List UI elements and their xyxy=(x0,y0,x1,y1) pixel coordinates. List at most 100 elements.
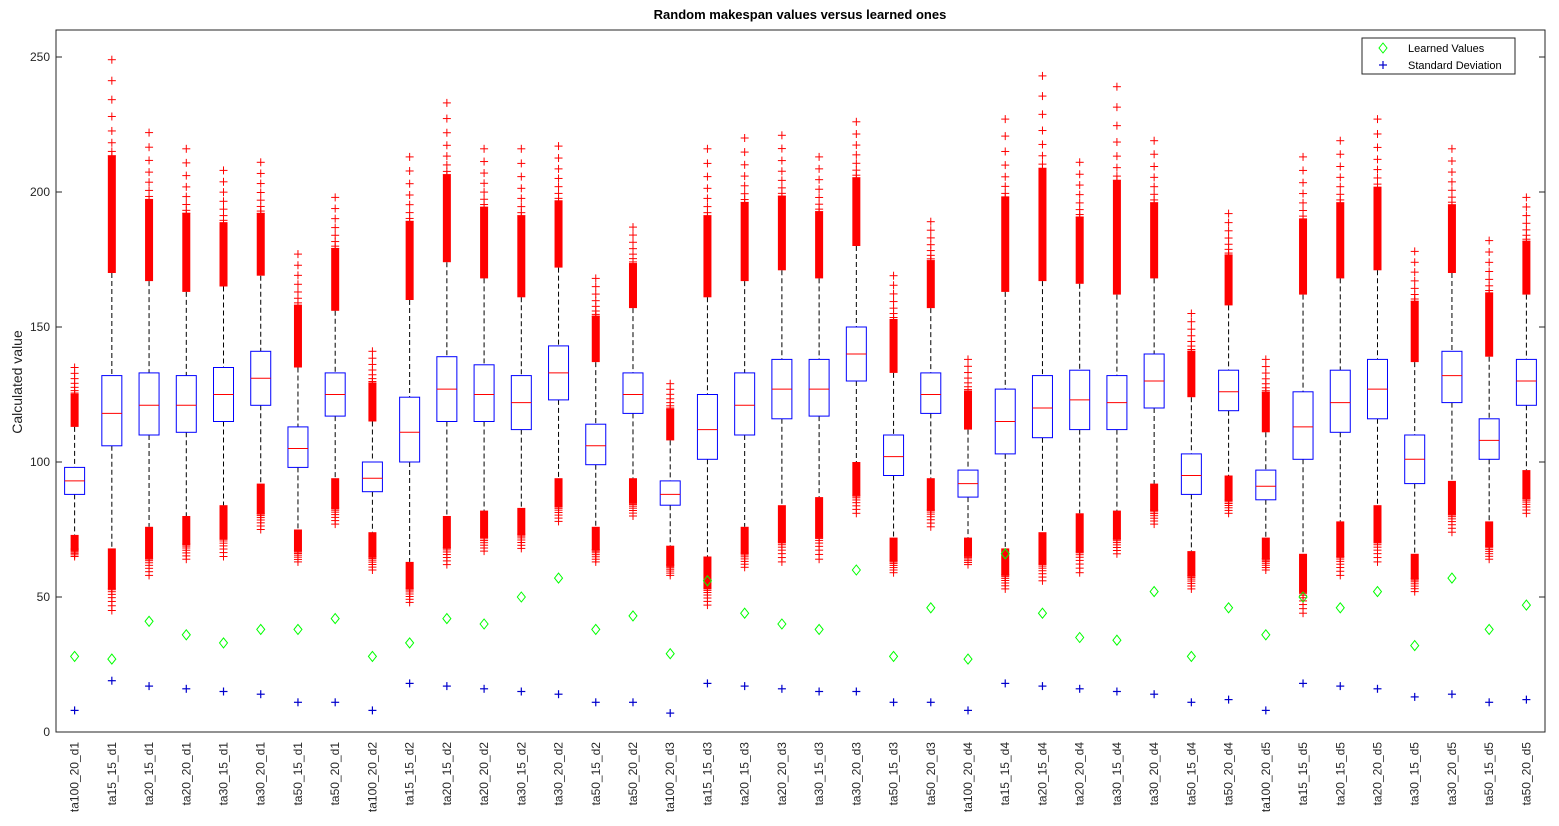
box-group xyxy=(1292,152,1314,688)
learned-value-point xyxy=(144,615,154,628)
x-tick-label: ta15_15_d3 xyxy=(700,742,714,806)
box xyxy=(1180,453,1202,495)
outlier-band-high xyxy=(70,394,79,427)
outlier-band-high xyxy=(1410,301,1419,363)
box-group xyxy=(845,117,867,696)
x-tick-label: ta30_15_d1 xyxy=(217,742,231,806)
outlier-band-high xyxy=(331,248,340,311)
box-group xyxy=(548,142,570,699)
learned-value-point xyxy=(442,612,452,625)
outlier-band-low xyxy=(1336,521,1345,557)
x-tick-label: ta50_20_d2 xyxy=(626,742,640,806)
outlier-band-high xyxy=(926,260,935,309)
outlier-band-low xyxy=(1522,470,1531,499)
box-group xyxy=(1441,144,1463,699)
box-group xyxy=(585,274,607,707)
outlier-band-low xyxy=(70,534,79,549)
learned-value-point xyxy=(479,618,489,630)
legend-diamond-icon xyxy=(1378,42,1388,54)
x-tick-label: ta50_20_d5 xyxy=(1519,742,1533,806)
outlier-band-high xyxy=(591,316,600,363)
learned-value-point xyxy=(293,623,303,636)
box xyxy=(659,480,681,506)
plot-frame xyxy=(55,29,1546,733)
outlier-band-low xyxy=(628,478,637,503)
x-tick-label: ta20_15_d4 xyxy=(1035,742,1049,806)
outlier-band-high xyxy=(368,382,377,422)
learned-value-point xyxy=(926,601,936,614)
box-group xyxy=(473,144,495,693)
learned-value-point xyxy=(777,618,787,630)
learned-value-point xyxy=(256,623,266,636)
box-group xyxy=(1180,309,1202,707)
box-group xyxy=(436,98,458,691)
outlier-band-high xyxy=(628,263,637,309)
outlier-band-high xyxy=(740,202,749,282)
outlier-band-high xyxy=(1261,392,1270,433)
learned-value-point xyxy=(1484,623,1494,636)
x-tick-label: ta50_20_d4 xyxy=(1222,742,1236,806)
box xyxy=(399,396,421,463)
box-group xyxy=(622,223,644,707)
box xyxy=(1515,358,1537,406)
x-tick-label: ta20_15_d2 xyxy=(440,742,454,806)
x-tick-label: ta30_20_d5 xyxy=(1445,742,1459,806)
box xyxy=(138,372,160,436)
legend-label: Standard Deviation xyxy=(1408,60,1502,72)
outlier-band-high xyxy=(1485,292,1494,357)
outlier-band-high xyxy=(1150,202,1159,279)
outlier-band-low xyxy=(964,537,973,556)
box-group xyxy=(287,250,309,707)
box xyxy=(1218,369,1240,412)
box-group xyxy=(883,271,905,707)
outlier-band-high xyxy=(293,305,302,368)
x-tick-label: ta30_20_d1 xyxy=(254,742,268,806)
legend-box xyxy=(1361,37,1516,75)
learned-value-point xyxy=(1447,572,1457,584)
box-group xyxy=(1218,209,1240,704)
learned-value-point xyxy=(69,650,80,663)
learned-value-point xyxy=(1149,585,1159,598)
outlier-band-low xyxy=(591,526,600,550)
y-axis-label: Calculated value xyxy=(9,330,25,434)
box-group xyxy=(1404,247,1426,701)
outlier-band-high xyxy=(554,200,563,268)
outlier-band-low xyxy=(703,556,712,589)
box-group xyxy=(659,379,681,718)
outlier-band-high xyxy=(815,211,824,279)
box-group xyxy=(1478,236,1500,707)
learned-value-point xyxy=(404,637,415,649)
box xyxy=(808,358,830,417)
x-tick-label: ta20_20_d4 xyxy=(1073,742,1087,806)
outlier-band-high xyxy=(442,174,451,263)
x-tick-label: ta30_15_d3 xyxy=(812,742,826,806)
y-tick-label: 0 xyxy=(43,725,50,739)
box xyxy=(585,423,607,466)
outlier-band-high xyxy=(1447,204,1456,273)
learned-value-point xyxy=(1521,599,1532,611)
outlier-band-low xyxy=(1001,548,1010,575)
box-group xyxy=(213,166,235,696)
learned-value-point xyxy=(1223,601,1234,614)
outlier-band-low xyxy=(666,545,675,566)
y-tick-label: 50 xyxy=(37,590,51,604)
box-group xyxy=(175,144,197,693)
learned-value-point xyxy=(1261,628,1271,641)
x-tick-label: ta30_15_d4 xyxy=(1110,742,1124,806)
box-group xyxy=(138,128,160,691)
learned-value-point xyxy=(1335,601,1345,614)
learned-value-point xyxy=(218,637,229,649)
learned-value-point xyxy=(367,650,378,663)
outlier-band-high xyxy=(1224,254,1233,306)
outlier-band-low xyxy=(331,478,340,509)
x-tick-label: ta30_15_d2 xyxy=(514,742,528,806)
outlier-band-high xyxy=(1373,187,1382,271)
outlier-band-low xyxy=(1187,551,1196,576)
outlier-band-low xyxy=(1038,532,1047,564)
outlier-band-low xyxy=(926,478,935,510)
x-tick-label: ta20_20_d3 xyxy=(775,742,789,806)
box xyxy=(101,375,123,447)
box-group xyxy=(1106,82,1128,696)
learned-value-point xyxy=(1298,591,1308,603)
